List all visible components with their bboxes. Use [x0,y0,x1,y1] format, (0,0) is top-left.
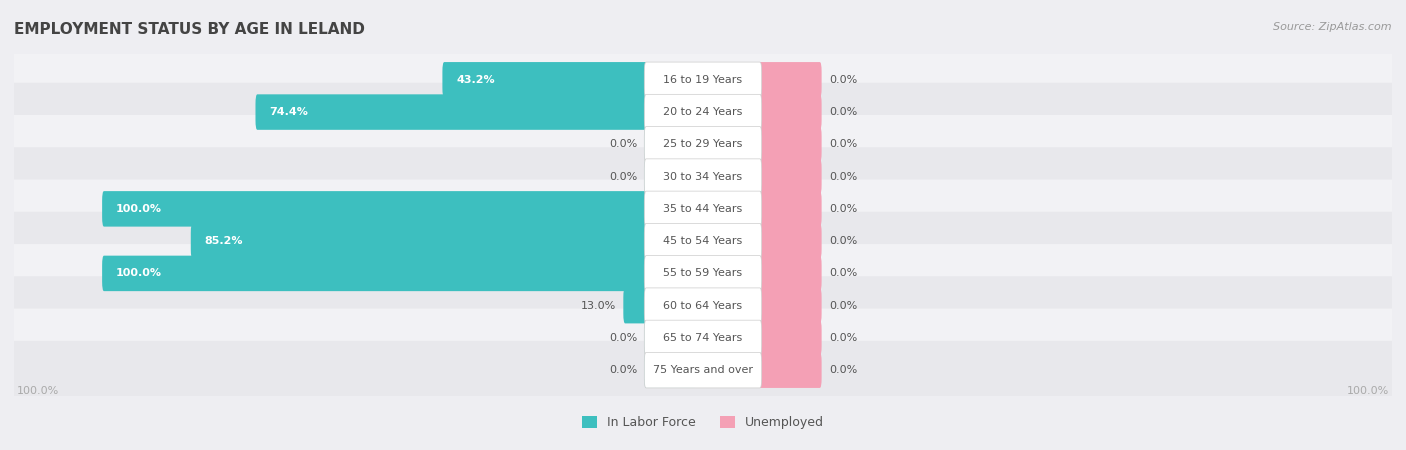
FancyBboxPatch shape [758,320,821,356]
FancyBboxPatch shape [758,94,821,130]
Text: 100.0%: 100.0% [1347,386,1389,396]
FancyBboxPatch shape [644,159,696,194]
FancyBboxPatch shape [256,94,648,130]
Text: 0.0%: 0.0% [828,204,858,214]
FancyBboxPatch shape [644,223,762,259]
Text: EMPLOYMENT STATUS BY AGE IN LELAND: EMPLOYMENT STATUS BY AGE IN LELAND [14,22,366,37]
Text: 60 to 64 Years: 60 to 64 Years [664,301,742,310]
FancyBboxPatch shape [644,159,762,194]
FancyBboxPatch shape [644,62,762,98]
FancyBboxPatch shape [758,352,821,388]
Text: 0.0%: 0.0% [828,107,858,117]
FancyBboxPatch shape [11,50,1395,109]
FancyBboxPatch shape [644,126,762,162]
FancyBboxPatch shape [11,276,1395,335]
Text: 35 to 44 Years: 35 to 44 Years [664,204,742,214]
FancyBboxPatch shape [644,320,696,356]
Text: 0.0%: 0.0% [609,171,637,182]
FancyBboxPatch shape [11,180,1395,238]
FancyBboxPatch shape [11,115,1395,174]
Text: Source: ZipAtlas.com: Source: ZipAtlas.com [1274,22,1392,32]
Text: 0.0%: 0.0% [828,171,858,182]
Text: 0.0%: 0.0% [828,268,858,279]
Text: 75 Years and over: 75 Years and over [652,365,754,375]
Text: 0.0%: 0.0% [609,365,637,375]
FancyBboxPatch shape [644,191,762,227]
Text: 20 to 24 Years: 20 to 24 Years [664,107,742,117]
Text: 0.0%: 0.0% [828,75,858,85]
Text: 0.0%: 0.0% [828,333,858,343]
Text: 43.2%: 43.2% [456,75,495,85]
Text: 55 to 59 Years: 55 to 59 Years [664,268,742,279]
FancyBboxPatch shape [191,223,648,259]
Text: 0.0%: 0.0% [828,236,858,246]
FancyBboxPatch shape [758,159,821,194]
FancyBboxPatch shape [644,256,762,291]
FancyBboxPatch shape [11,83,1395,141]
FancyBboxPatch shape [644,94,762,130]
FancyBboxPatch shape [11,244,1395,303]
FancyBboxPatch shape [758,126,821,162]
Text: 0.0%: 0.0% [609,333,637,343]
FancyBboxPatch shape [103,191,648,227]
Text: 0.0%: 0.0% [609,140,637,149]
FancyBboxPatch shape [644,288,762,324]
Legend: In Labor Force, Unemployed: In Labor Force, Unemployed [576,411,830,434]
FancyBboxPatch shape [443,62,648,98]
Text: 100.0%: 100.0% [115,268,162,279]
FancyBboxPatch shape [758,288,821,324]
Text: 0.0%: 0.0% [828,301,858,310]
FancyBboxPatch shape [758,256,821,291]
Text: 45 to 54 Years: 45 to 54 Years [664,236,742,246]
Text: 65 to 74 Years: 65 to 74 Years [664,333,742,343]
Text: 0.0%: 0.0% [828,140,858,149]
FancyBboxPatch shape [11,341,1395,400]
FancyBboxPatch shape [644,126,696,162]
Text: 0.0%: 0.0% [828,365,858,375]
FancyBboxPatch shape [11,147,1395,206]
Text: 74.4%: 74.4% [270,107,308,117]
FancyBboxPatch shape [623,288,648,324]
FancyBboxPatch shape [103,256,648,291]
FancyBboxPatch shape [758,62,821,98]
Text: 13.0%: 13.0% [581,301,616,310]
Text: 30 to 34 Years: 30 to 34 Years [664,171,742,182]
Text: 85.2%: 85.2% [204,236,243,246]
Text: 25 to 29 Years: 25 to 29 Years [664,140,742,149]
FancyBboxPatch shape [758,223,821,259]
Text: 100.0%: 100.0% [115,204,162,214]
FancyBboxPatch shape [644,352,762,388]
FancyBboxPatch shape [11,212,1395,270]
FancyBboxPatch shape [11,309,1395,367]
Text: 16 to 19 Years: 16 to 19 Years [664,75,742,85]
Text: 100.0%: 100.0% [17,386,59,396]
FancyBboxPatch shape [758,191,821,227]
FancyBboxPatch shape [644,352,696,388]
FancyBboxPatch shape [644,320,762,356]
